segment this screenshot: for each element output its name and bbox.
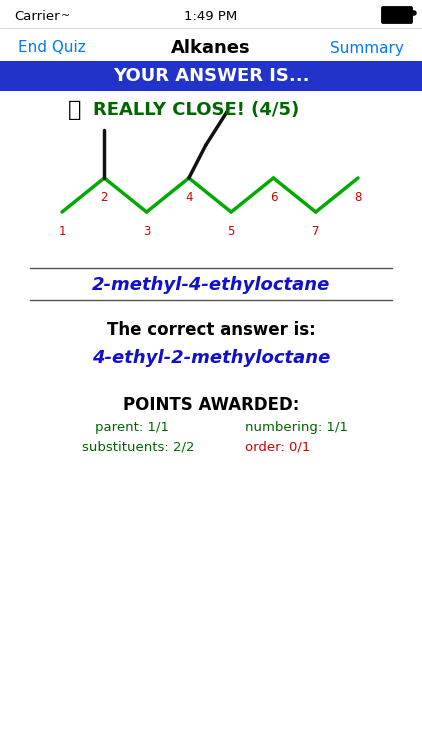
Text: Carrier: Carrier (14, 10, 60, 22)
Text: 2: 2 (100, 191, 108, 204)
Text: 4: 4 (185, 191, 192, 204)
Text: 8: 8 (354, 191, 362, 204)
Text: 3: 3 (143, 225, 150, 238)
Text: ~: ~ (61, 11, 70, 21)
Text: End Quiz: End Quiz (18, 40, 86, 56)
FancyBboxPatch shape (0, 61, 422, 91)
Text: 7: 7 (312, 225, 319, 238)
Text: Alkanes: Alkanes (171, 39, 251, 57)
Text: 🙂: 🙂 (68, 100, 82, 120)
Text: parent: 1/1: parent: 1/1 (95, 421, 169, 434)
Text: substituents: 2/2: substituents: 2/2 (82, 440, 195, 454)
FancyBboxPatch shape (382, 7, 412, 23)
Text: YOUR ANSWER IS...: YOUR ANSWER IS... (113, 67, 309, 85)
Text: Summary: Summary (330, 40, 404, 56)
Text: 2-methyl-4-ethyloctane: 2-methyl-4-ethyloctane (92, 276, 330, 294)
Text: 6: 6 (270, 191, 277, 204)
Text: 5: 5 (227, 225, 235, 238)
Text: 4-ethyl-2-methyloctane: 4-ethyl-2-methyloctane (92, 349, 330, 367)
Text: The correct answer is:: The correct answer is: (107, 321, 315, 339)
Text: POINTS AWARDED:: POINTS AWARDED: (123, 396, 299, 414)
Text: 1:49 PM: 1:49 PM (184, 10, 238, 22)
Text: numbering: 1/1: numbering: 1/1 (245, 421, 348, 434)
Text: 1: 1 (58, 225, 66, 238)
Text: REALLY CLOSE! (4/5): REALLY CLOSE! (4/5) (93, 101, 299, 119)
Text: order: 0/1: order: 0/1 (245, 440, 310, 454)
